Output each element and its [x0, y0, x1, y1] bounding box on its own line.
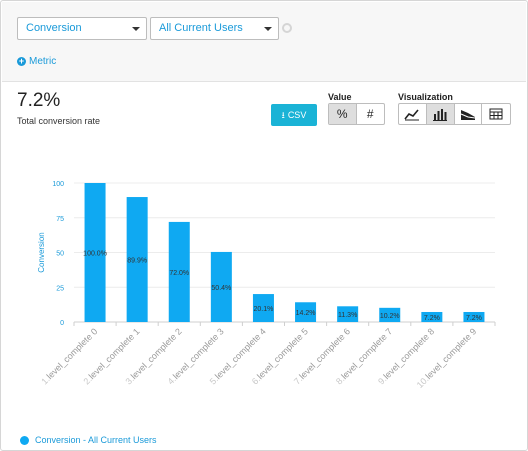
bar	[421, 311, 443, 322]
data-label: 50.4%	[211, 285, 231, 292]
plus-circle-icon: +	[17, 56, 26, 66]
bar	[252, 294, 274, 322]
y-axis-label: Conversion	[37, 232, 46, 272]
segment-select-value: All Current Users	[159, 22, 243, 34]
area-chart-button[interactable]	[455, 104, 483, 124]
bar-chart-button[interactable]	[426, 104, 455, 124]
total-conversion-value: 7.2%	[17, 90, 61, 111]
line-chart-icon	[404, 108, 420, 120]
visualization-toggle	[398, 103, 511, 125]
chart-legend[interactable]: Conversion - All Current Users	[20, 435, 157, 445]
csv-label: CSV	[287, 110, 307, 120]
chevron-down-icon	[264, 27, 272, 31]
data-label: 7.2%	[424, 315, 440, 322]
legend-label: Conversion - All Current Users	[35, 435, 157, 445]
value-toggle-label: Value	[328, 92, 352, 102]
y-tick-label: 0	[60, 320, 64, 327]
y-tick-label: 50	[56, 251, 64, 258]
bar	[379, 307, 401, 322]
y-tick-label: 25	[56, 285, 64, 292]
total-conversion-label: Total conversion rate	[17, 116, 101, 126]
add-metric-label: Metric	[29, 56, 57, 67]
y-tick-label: 100	[52, 181, 64, 188]
data-label: 100.0%	[83, 251, 107, 258]
bar	[126, 197, 148, 322]
download-icon: ⭳	[281, 109, 285, 120]
line-chart-button[interactable]	[399, 104, 427, 124]
visualization-toggle-label: Visualization	[398, 92, 453, 102]
bar	[210, 251, 232, 322]
data-label: 11.3%	[338, 312, 357, 319]
segment-select[interactable]: All Current Users	[150, 17, 279, 40]
data-label: 89.9%	[127, 258, 147, 265]
legend-swatch	[20, 435, 29, 445]
table-icon	[489, 108, 503, 120]
data-label: 7.2%	[466, 315, 482, 322]
value-toggle: % #	[328, 103, 385, 125]
bar	[295, 302, 317, 322]
bar	[337, 306, 359, 322]
percent-label: %	[336, 107, 348, 121]
data-label: 72.0%	[169, 270, 189, 277]
y-tick-label: 75	[56, 216, 64, 223]
bar	[168, 221, 190, 322]
data-label: 20.1%	[254, 306, 274, 313]
chevron-down-icon	[132, 27, 140, 31]
count-label: #	[366, 107, 374, 121]
metric-select-value: Conversion	[26, 22, 82, 34]
bar-chart-icon	[433, 108, 448, 121]
data-label: 14.2%	[296, 310, 316, 317]
area-chart-icon	[460, 109, 475, 120]
metric-select[interactable]: Conversion	[17, 17, 147, 40]
add-metric-button[interactable]: + Metric	[17, 56, 56, 67]
bar	[84, 183, 106, 322]
bar	[463, 311, 485, 322]
percent-button[interactable]: %	[329, 104, 357, 124]
query-toolbar: Conversion All Current Users + Metric	[2, 2, 526, 82]
csv-export-button[interactable]: ⭳ CSV	[271, 104, 317, 126]
gear-icon[interactable]	[282, 23, 292, 33]
table-button[interactable]	[482, 104, 510, 124]
count-button[interactable]: #	[357, 104, 384, 124]
data-label: 10.2%	[380, 313, 400, 320]
